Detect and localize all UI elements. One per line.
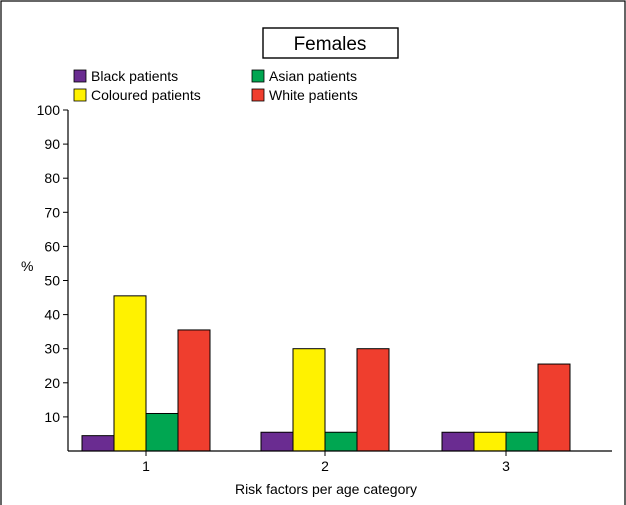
bar-black-patients-category-3 bbox=[441, 431, 475, 452]
bar-coloured-patients-category-1 bbox=[113, 295, 147, 452]
x-axis-label: Risk factors per age category bbox=[235, 481, 417, 497]
legend-label-black-patients: Black patients bbox=[91, 68, 178, 84]
y-tick-label: 20 bbox=[44, 375, 60, 391]
y-axis-label: % bbox=[21, 258, 33, 274]
legend-swatch-white-patients bbox=[251, 88, 265, 102]
x-tick-label: 2 bbox=[321, 458, 329, 474]
legend-swatch-coloured-patients bbox=[73, 88, 87, 102]
bar-asian-patients-category-1 bbox=[145, 412, 179, 452]
legend-label-white-patients: White patients bbox=[269, 87, 358, 103]
chart-title: Females bbox=[294, 34, 367, 55]
bar-black-patients-category-2 bbox=[260, 431, 294, 452]
bar-black-patients-category-1 bbox=[81, 435, 115, 452]
title-box bbox=[262, 27, 399, 59]
x-tick-label: 1 bbox=[142, 458, 150, 474]
y-tick-label: 10 bbox=[44, 409, 60, 425]
bar-coloured-patients-category-3 bbox=[473, 431, 507, 452]
y-tick-label: 60 bbox=[44, 238, 60, 254]
bar-white-patients-category-2 bbox=[356, 348, 390, 452]
bars bbox=[81, 295, 571, 452]
y-tick-label: 100 bbox=[37, 102, 61, 118]
legend-label-coloured-patients: Coloured patients bbox=[91, 87, 201, 103]
bar-coloured-patients-category-2 bbox=[292, 348, 326, 452]
bar-asian-patients-category-2 bbox=[324, 431, 358, 452]
legend-label-asian-patients: Asian patients bbox=[269, 68, 357, 84]
y-tick-label: 70 bbox=[44, 204, 60, 220]
y-tick-label: 40 bbox=[44, 307, 60, 323]
axes: 10 20 30 40 50 60 70 80 90 100 1 2 3 bbox=[37, 102, 612, 474]
bar-asian-patients-category-3 bbox=[505, 431, 539, 452]
y-tick-label: 30 bbox=[44, 341, 60, 357]
legend-swatch-black-patients bbox=[73, 69, 87, 83]
legend: Black patients Coloured patients Asian p… bbox=[73, 68, 358, 103]
legend-swatch-asian-patients bbox=[251, 69, 265, 83]
y-tick-label: 80 bbox=[44, 170, 60, 186]
bar-white-patients-category-1 bbox=[177, 329, 211, 452]
y-tick-label: 90 bbox=[44, 136, 60, 152]
x-tick-label: 3 bbox=[502, 458, 510, 474]
bar-white-patients-category-3 bbox=[537, 363, 571, 452]
y-tick-label: 50 bbox=[44, 273, 60, 289]
